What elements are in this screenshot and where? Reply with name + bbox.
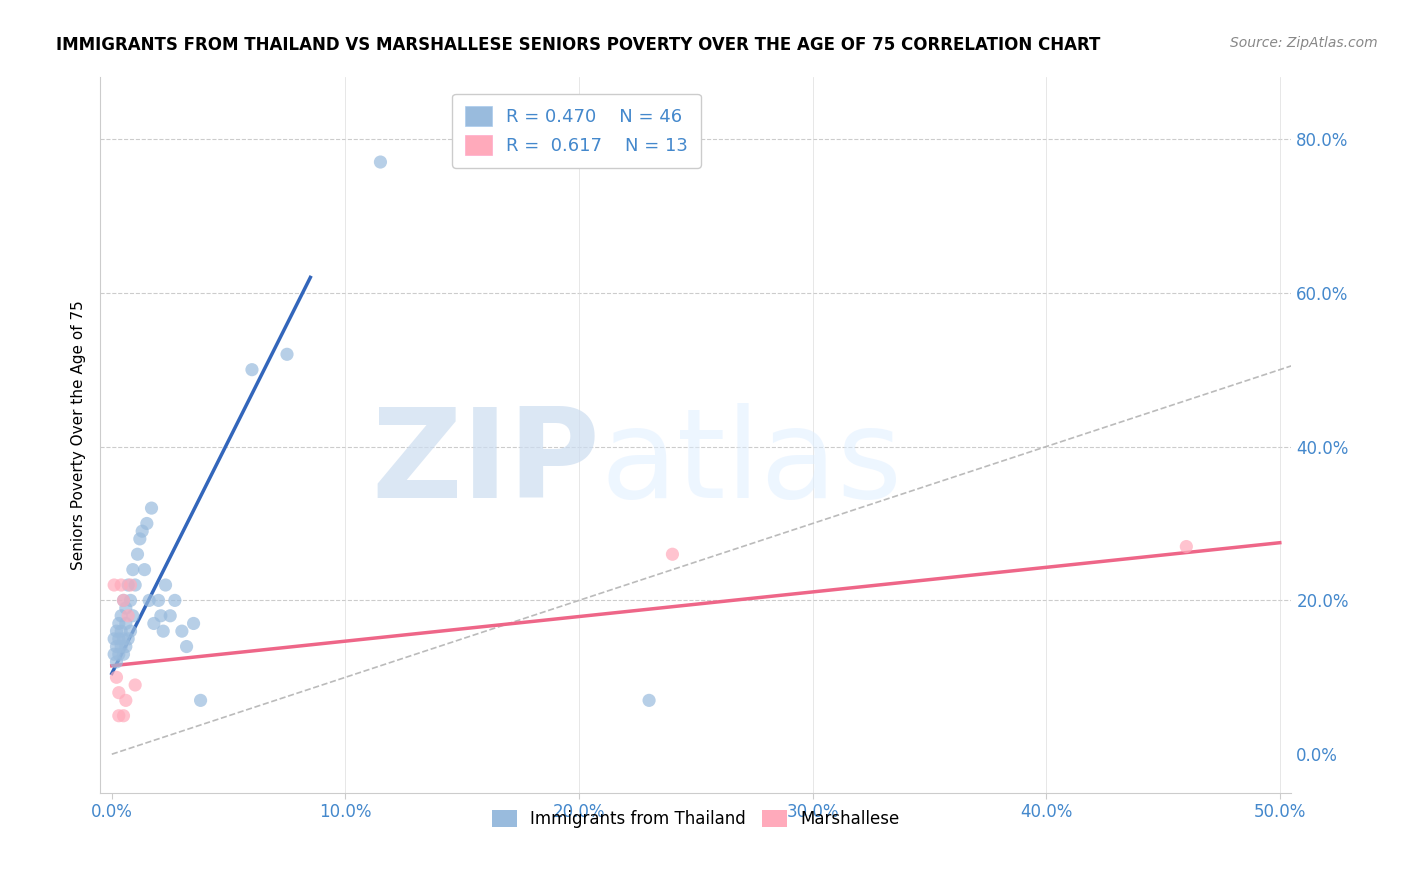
Point xyxy=(370,155,392,169)
Legend: Immigrants from Thailand, Marshallese: Immigrants from Thailand, Marshallese xyxy=(485,803,907,834)
Point xyxy=(176,640,198,654)
Text: atlas: atlas xyxy=(600,403,903,524)
Point xyxy=(105,624,128,639)
Point xyxy=(112,632,135,646)
Point xyxy=(110,578,132,592)
Point xyxy=(117,632,139,646)
Point xyxy=(163,593,186,607)
Point xyxy=(110,640,132,654)
Point xyxy=(108,686,131,700)
Point xyxy=(661,547,683,561)
Point xyxy=(124,678,146,692)
Point xyxy=(117,608,139,623)
Point xyxy=(276,347,298,361)
Point xyxy=(114,616,136,631)
Point xyxy=(141,501,163,516)
Point xyxy=(114,601,136,615)
Point xyxy=(155,578,177,592)
Point xyxy=(128,532,150,546)
Point xyxy=(135,516,157,531)
Point xyxy=(108,632,131,646)
Point xyxy=(149,608,172,623)
Point xyxy=(117,578,139,592)
Y-axis label: Seniors Poverty Over the Age of 75: Seniors Poverty Over the Age of 75 xyxy=(72,301,86,570)
Text: ZIP: ZIP xyxy=(371,403,600,524)
Point xyxy=(638,693,661,707)
Point xyxy=(108,647,131,661)
Point xyxy=(138,593,160,607)
Point xyxy=(120,624,142,639)
Point xyxy=(103,647,125,661)
Point xyxy=(148,593,170,607)
Point xyxy=(114,640,136,654)
Point xyxy=(121,608,143,623)
Point xyxy=(110,624,132,639)
Point xyxy=(159,608,181,623)
Point xyxy=(112,593,135,607)
Point xyxy=(190,693,212,707)
Point xyxy=(121,563,143,577)
Point xyxy=(127,547,149,561)
Point xyxy=(183,616,205,631)
Text: Source: ZipAtlas.com: Source: ZipAtlas.com xyxy=(1230,36,1378,50)
Point xyxy=(114,693,136,707)
Point xyxy=(108,708,131,723)
Point xyxy=(103,578,125,592)
Point xyxy=(134,563,156,577)
Point xyxy=(1175,540,1198,554)
Point xyxy=(108,616,131,631)
Point xyxy=(112,647,135,661)
Point xyxy=(142,616,165,631)
Point xyxy=(131,524,153,538)
Point xyxy=(103,632,125,646)
Point xyxy=(120,578,142,592)
Point xyxy=(112,708,135,723)
Point xyxy=(110,608,132,623)
Point xyxy=(112,593,135,607)
Point xyxy=(105,670,128,684)
Point xyxy=(120,593,142,607)
Point xyxy=(124,578,146,592)
Point xyxy=(240,362,263,376)
Point xyxy=(105,655,128,669)
Text: IMMIGRANTS FROM THAILAND VS MARSHALLESE SENIORS POVERTY OVER THE AGE OF 75 CORRE: IMMIGRANTS FROM THAILAND VS MARSHALLESE … xyxy=(56,36,1101,54)
Point xyxy=(105,640,128,654)
Point xyxy=(152,624,174,639)
Point xyxy=(170,624,193,639)
